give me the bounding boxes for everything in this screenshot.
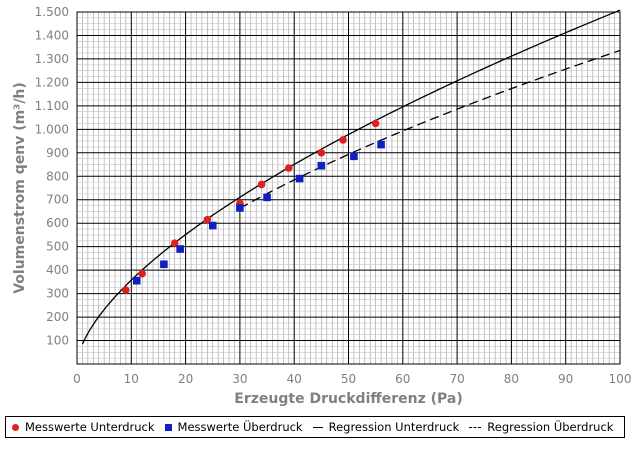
data-point-ueberdruck [208, 221, 217, 230]
x-tick-label: 40 [287, 372, 302, 386]
red-circle-marker-icon [12, 423, 19, 431]
data-point-ueberdruck [160, 260, 168, 269]
data-point-unterdruck [339, 136, 347, 144]
x-tick-label: 80 [504, 372, 519, 386]
y-tick-label: 700 [46, 193, 69, 207]
major-grid [76, 11, 621, 364]
data-point-unterdruck [138, 269, 146, 278]
y-tick-label: 1.100 [35, 99, 69, 113]
legend: Messwerte Unterdruck Messwerte Überdruck… [5, 416, 625, 438]
legend-label: Messwerte Unterdruck [25, 420, 155, 434]
x-tick-label: 20 [178, 372, 193, 386]
legend-label: Regression Unterdruck [328, 420, 460, 434]
y-tick-label: 500 [46, 240, 69, 254]
data-point-ueberdruck [236, 204, 244, 212]
legend-label: Regression Überdruck [487, 420, 614, 434]
data-points [122, 119, 385, 294]
data-point-ueberdruck [295, 174, 304, 183]
legend-item-regression-unterdruck: Regression Unterdruck [312, 420, 460, 434]
x-tick-label: 10 [124, 372, 139, 386]
y-tick-label: 1.500 [35, 5, 69, 19]
data-point-unterdruck [203, 215, 212, 224]
y-axis-title: Volumenstrom qenv (m³/h) [12, 82, 28, 294]
x-tick-label: 0 [73, 372, 81, 386]
data-point-ueberdruck [350, 152, 358, 161]
solid-line-icon [312, 426, 323, 428]
data-point-ueberdruck [132, 276, 141, 285]
data-point-ueberdruck [176, 245, 184, 253]
y-tick-label: 900 [46, 146, 69, 160]
legend-item-ueberdruck: Messwerte Überdruck [164, 420, 303, 434]
data-point-unterdruck [170, 239, 179, 247]
y-tick-label: 1.400 [35, 28, 69, 42]
x-tick-labels: 0 10 20 30 40 50 60 70 80 90 100 [73, 372, 631, 386]
x-tick-label: 100 [609, 372, 632, 386]
data-point-ueberdruck [317, 161, 326, 170]
x-tick-label: 90 [558, 372, 573, 386]
data-point-unterdruck [284, 164, 293, 172]
y-tick-label: 300 [46, 287, 69, 301]
x-tick-label: 50 [341, 372, 356, 386]
data-point-unterdruck [371, 119, 380, 128]
x-tick-label: 70 [449, 372, 464, 386]
blue-square-marker-icon [164, 423, 172, 431]
y-tick-label: 1.000 [35, 122, 69, 136]
legend-label: Messwerte Überdruck [177, 420, 303, 434]
y-tick-label: 400 [46, 263, 69, 277]
x-axis-title: Erzeugte Druckdifferenz (Pa) [234, 391, 462, 407]
plot-frame [76, 11, 621, 365]
data-point-ueberdruck [377, 140, 385, 149]
y-tick-label: 600 [46, 216, 69, 230]
y-tick-label: 800 [46, 169, 69, 183]
y-tick-label: 1.200 [35, 75, 69, 89]
x-tick-label: 30 [232, 372, 247, 386]
y-tick-label: 100 [46, 334, 69, 348]
legend-item-unterdruck: Messwerte Unterdruck [12, 420, 155, 434]
y-tick-labels: 100 200 300 400 500 600 700 800 900 1.000 1.100 1.2… [35, 5, 69, 348]
x-tick-label: 60 [395, 372, 410, 386]
data-point-unterdruck [317, 149, 326, 157]
data-point-unterdruck [122, 286, 130, 294]
y-tick-label: 1.300 [35, 52, 69, 66]
legend-item-regression-ueberdruck: Regression Überdruck [469, 420, 613, 434]
dashed-line-icon [469, 426, 482, 428]
data-point-ueberdruck [263, 193, 271, 202]
data-point-unterdruck [257, 180, 266, 189]
y-tick-label: 200 [46, 310, 69, 324]
